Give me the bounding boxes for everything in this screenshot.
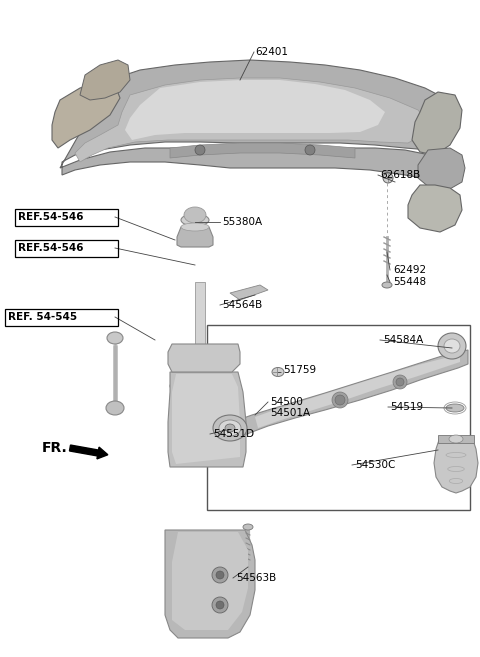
Text: 54501A: 54501A xyxy=(270,408,310,418)
Text: 54584A: 54584A xyxy=(383,335,423,345)
Polygon shape xyxy=(177,227,213,247)
Polygon shape xyxy=(172,532,248,630)
Ellipse shape xyxy=(272,367,284,376)
Polygon shape xyxy=(235,350,468,436)
Text: 54519: 54519 xyxy=(390,402,423,412)
Circle shape xyxy=(212,567,228,583)
Bar xyxy=(207,325,470,510)
Ellipse shape xyxy=(219,420,241,436)
Polygon shape xyxy=(170,143,355,158)
Polygon shape xyxy=(172,374,240,464)
Ellipse shape xyxy=(438,333,466,359)
Polygon shape xyxy=(418,148,465,190)
Circle shape xyxy=(216,571,224,579)
Text: REF.54-546: REF.54-546 xyxy=(18,212,84,222)
Circle shape xyxy=(332,392,348,408)
Bar xyxy=(5,309,118,326)
Circle shape xyxy=(393,375,407,389)
Polygon shape xyxy=(434,437,478,493)
Polygon shape xyxy=(125,80,385,140)
Polygon shape xyxy=(60,60,455,180)
Ellipse shape xyxy=(184,207,206,223)
Bar xyxy=(15,240,118,257)
Polygon shape xyxy=(165,530,255,638)
Text: REF.54-546: REF.54-546 xyxy=(18,243,84,253)
Ellipse shape xyxy=(181,223,209,231)
Polygon shape xyxy=(75,78,428,162)
Text: 54530C: 54530C xyxy=(355,460,396,470)
Circle shape xyxy=(305,145,315,155)
Ellipse shape xyxy=(107,332,123,344)
Circle shape xyxy=(396,378,404,386)
Text: 62401: 62401 xyxy=(255,47,288,57)
Polygon shape xyxy=(52,80,120,148)
Text: 55448: 55448 xyxy=(393,277,426,287)
Bar xyxy=(15,209,118,226)
Polygon shape xyxy=(168,372,246,467)
Polygon shape xyxy=(412,92,462,155)
Ellipse shape xyxy=(382,282,392,288)
Ellipse shape xyxy=(225,424,235,432)
Text: 51759: 51759 xyxy=(283,365,316,375)
Ellipse shape xyxy=(181,214,209,226)
Ellipse shape xyxy=(383,173,393,183)
Polygon shape xyxy=(168,344,240,372)
Ellipse shape xyxy=(213,415,247,441)
Ellipse shape xyxy=(243,524,253,530)
Text: 62492: 62492 xyxy=(393,265,426,275)
Text: 54551D: 54551D xyxy=(213,429,254,439)
Circle shape xyxy=(212,597,228,613)
Polygon shape xyxy=(230,285,268,300)
FancyArrow shape xyxy=(70,445,108,459)
Text: FR.: FR. xyxy=(42,441,68,455)
Circle shape xyxy=(195,145,205,155)
Text: 62618B: 62618B xyxy=(380,170,420,180)
Polygon shape xyxy=(438,435,474,443)
Text: 54564B: 54564B xyxy=(222,300,262,310)
Circle shape xyxy=(335,395,345,405)
Ellipse shape xyxy=(444,339,460,353)
Ellipse shape xyxy=(106,401,124,415)
Text: 54500: 54500 xyxy=(270,397,303,407)
Ellipse shape xyxy=(449,435,463,443)
Text: REF. 54-545: REF. 54-545 xyxy=(8,312,77,322)
Circle shape xyxy=(216,601,224,609)
Polygon shape xyxy=(80,60,130,100)
Text: 54563B: 54563B xyxy=(236,573,276,583)
Polygon shape xyxy=(255,355,460,428)
Text: 55380A: 55380A xyxy=(222,217,262,227)
Polygon shape xyxy=(408,185,462,232)
Polygon shape xyxy=(195,282,205,352)
Ellipse shape xyxy=(446,404,464,412)
